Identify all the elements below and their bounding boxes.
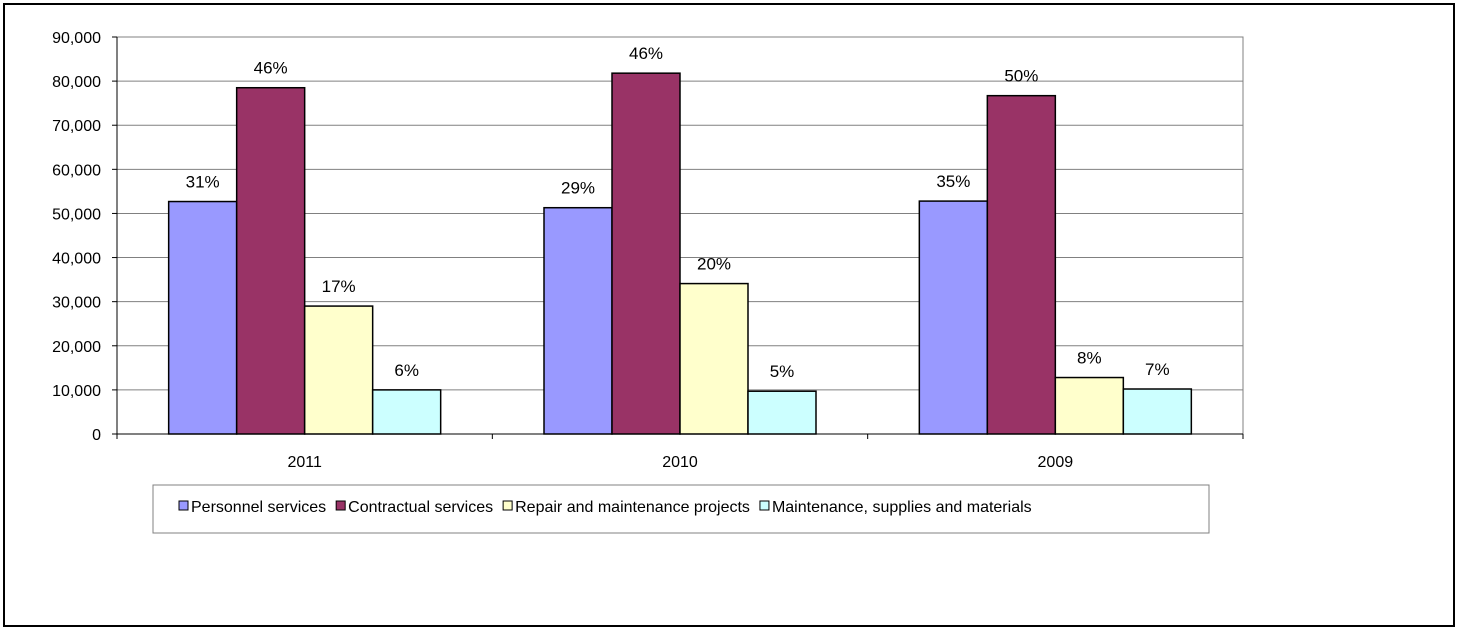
y-tick-label: 70,000 (52, 118, 101, 135)
x-axis: 2011 2010 2009 (116, 433, 1244, 471)
data-label: 7% (1145, 360, 1170, 379)
bar (235, 86, 306, 435)
y-tick-label: 60,000 (52, 162, 101, 179)
data-label: 5% (770, 362, 795, 381)
bar (747, 390, 817, 435)
x-tick-label: 2009 (1038, 454, 1074, 471)
legend-swatch (502, 500, 513, 511)
bar (1122, 388, 1193, 435)
y-tick-label: 10,000 (52, 383, 101, 400)
y-tick-label: 90,000 (52, 30, 101, 47)
y-tick-label: 80,000 (52, 74, 101, 91)
data-label: 20% (697, 255, 731, 274)
legend: Personnel services Contractual services Re… (152, 484, 1210, 534)
bar (167, 200, 238, 435)
y-tick-label: 30,000 (52, 295, 101, 312)
legend-label: Personnel services (191, 499, 326, 516)
x-tick-label: 2010 (662, 454, 698, 471)
bar (986, 94, 1057, 435)
data-label: 50% (1004, 67, 1038, 86)
data-label: 31% (186, 173, 220, 192)
bar (1054, 376, 1125, 435)
legend-box (152, 484, 1210, 534)
data-label: 29% (561, 179, 595, 198)
y-tick-label: 40,000 (52, 251, 101, 268)
bar (543, 206, 613, 435)
legend-label: Maintenance, supplies and materials (772, 499, 1032, 516)
data-label: 8% (1077, 349, 1102, 368)
bar (371, 389, 442, 435)
data-labels: 31% 46% 17% 6% 29% 46% 20% 5% 35% 50% 8% 7% (186, 44, 1170, 381)
data-label: 6% (394, 361, 419, 380)
legend-label: Contractual services (348, 499, 493, 516)
bar (303, 305, 374, 435)
bar (918, 200, 989, 435)
legend-swatch (335, 500, 346, 511)
data-label: 46% (629, 44, 663, 63)
legend-swatch (759, 500, 770, 511)
bars (167, 72, 1193, 435)
legend-label: Repair and maintenance projects (515, 499, 750, 516)
bar (679, 282, 749, 435)
y-axis: 0 10,000 20,000 30,000 40,000 50,000 60,000 70,… (52, 30, 118, 444)
data-label: 17% (322, 277, 356, 296)
legend-swatch (178, 500, 189, 511)
data-label: 46% (254, 59, 288, 78)
y-tick-label: 0 (92, 427, 101, 444)
data-label: 35% (936, 172, 970, 191)
y-tick-label: 20,000 (52, 339, 101, 356)
y-tick-label: 50,000 (52, 206, 101, 223)
x-tick-label: 2011 (287, 454, 322, 471)
bar (611, 72, 681, 435)
